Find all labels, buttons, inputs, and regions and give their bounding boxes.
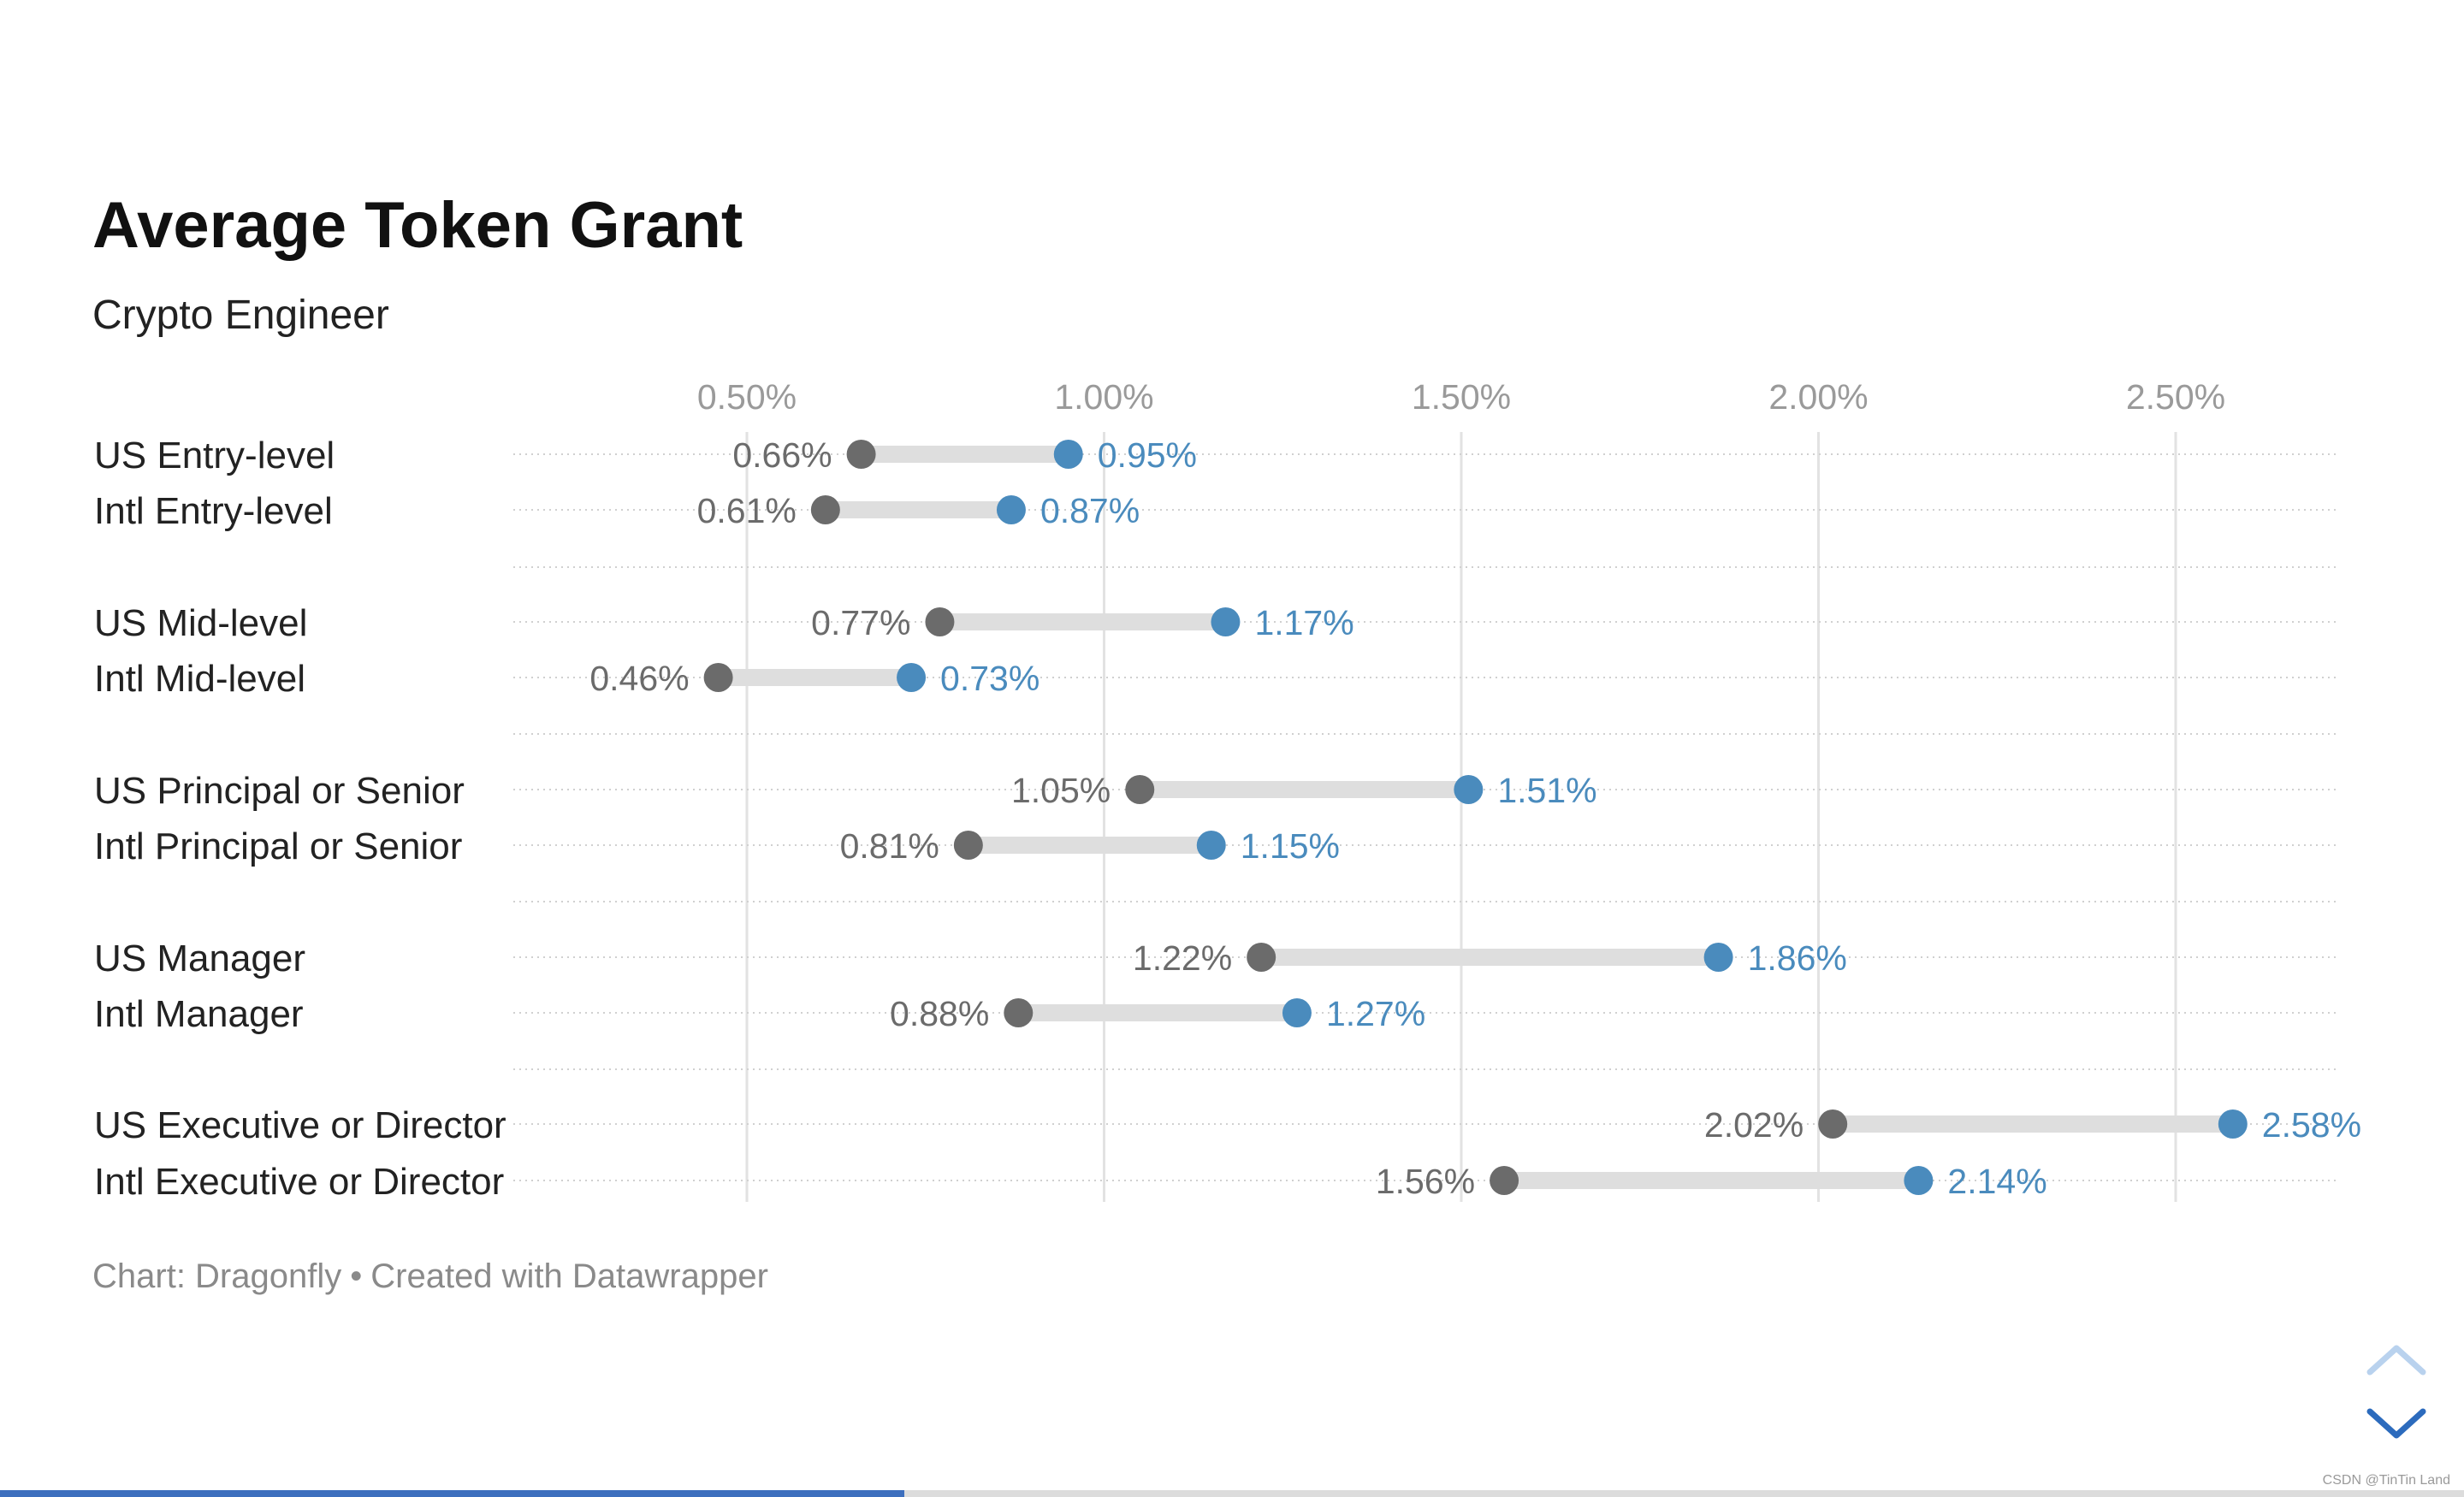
high-value-label: 2.58% <box>2262 1105 2361 1145</box>
high-value-label: 2.14% <box>1947 1162 2046 1201</box>
high-value-label: 0.87% <box>1040 491 1140 530</box>
chevron-up-icon[interactable] <box>2366 1343 2426 1377</box>
low-value-label: 0.46% <box>589 659 689 698</box>
x-tick-label: 1.00% <box>1054 377 1153 417</box>
progress-fill <box>0 1490 904 1497</box>
high-dot <box>996 495 1026 524</box>
low-dot <box>1247 943 1276 972</box>
footer-separator: • <box>350 1257 363 1295</box>
row-label: Intl Manager <box>94 993 304 1035</box>
high-dot <box>1703 943 1733 972</box>
low-value-label: 0.88% <box>890 994 989 1033</box>
low-value-label: 1.22% <box>1133 938 1232 978</box>
high-value-label: 0.95% <box>1098 435 1197 475</box>
row-label: Intl Executive or Director <box>94 1161 504 1203</box>
row-label: US Principal or Senior <box>94 770 465 812</box>
high-value-label: 0.73% <box>940 659 1040 698</box>
source-note: Chart: Dragonfly <box>92 1257 342 1295</box>
high-dot <box>1211 607 1241 636</box>
high-value-label: 1.51% <box>1497 771 1596 810</box>
credit-link[interactable]: Created with Datawrapper <box>370 1257 768 1295</box>
low-value-label: 1.05% <box>1011 771 1111 810</box>
x-tick-label: 1.50% <box>1412 377 1511 417</box>
row-label: US Executive or Director <box>94 1104 506 1146</box>
high-dot <box>1196 831 1226 860</box>
chart-footer: Chart: Dragonfly • Created with Datawrappe… <box>92 1257 768 1296</box>
dot-range-chart: 0.50% 1.00% 1.50% 2.00% 2.50% US Entry-level 0… <box>94 377 2361 1203</box>
low-value-label: 2.02% <box>1704 1105 1804 1145</box>
low-dot <box>703 663 733 692</box>
high-dot <box>1282 998 1312 1027</box>
low-dot <box>810 495 840 524</box>
row-label: US Manager <box>94 938 305 979</box>
row-label: Intl Mid-level <box>94 658 305 700</box>
x-tick-label: 2.00% <box>1768 377 1868 417</box>
low-dot <box>925 607 955 636</box>
low-value-label: 0.81% <box>840 826 939 866</box>
x-tick-label: 2.50% <box>2126 377 2225 417</box>
progress-bar <box>0 1490 2464 1497</box>
low-dot <box>846 440 876 469</box>
chart-subtitle: Crypto Engineer <box>92 293 389 338</box>
high-dot <box>1053 440 1083 469</box>
high-value-label: 1.86% <box>1748 938 1847 978</box>
high-dot <box>1904 1166 1934 1195</box>
chevron-down-icon[interactable] <box>2366 1406 2426 1441</box>
x-tick-label: 0.50% <box>697 377 797 417</box>
watermark: CSDN @TinTin Land <box>2322 1473 2450 1488</box>
low-dot <box>1004 998 1034 1027</box>
low-value-label: 0.61% <box>697 491 797 530</box>
high-dot <box>2218 1109 2248 1139</box>
low-dot <box>1125 775 1155 804</box>
row-label: US Mid-level <box>94 602 307 644</box>
high-dot <box>1454 775 1484 804</box>
low-value-label: 0.66% <box>732 435 832 475</box>
low-value-label: 1.56% <box>1376 1162 1475 1201</box>
high-value-label: 1.17% <box>1254 603 1353 642</box>
row-label: US Entry-level <box>94 435 335 476</box>
low-dot <box>1818 1109 1848 1139</box>
high-value-label: 1.27% <box>1326 994 1425 1033</box>
low-dot <box>1490 1166 1519 1195</box>
row-label: Intl Entry-level <box>94 490 333 532</box>
low-dot <box>953 831 983 860</box>
high-dot <box>897 663 927 692</box>
chart-title: Average Token Grant <box>92 189 743 262</box>
low-value-label: 0.77% <box>811 603 910 642</box>
row-label: Intl Principal or Senior <box>94 825 462 867</box>
high-value-label: 1.15% <box>1241 826 1340 866</box>
